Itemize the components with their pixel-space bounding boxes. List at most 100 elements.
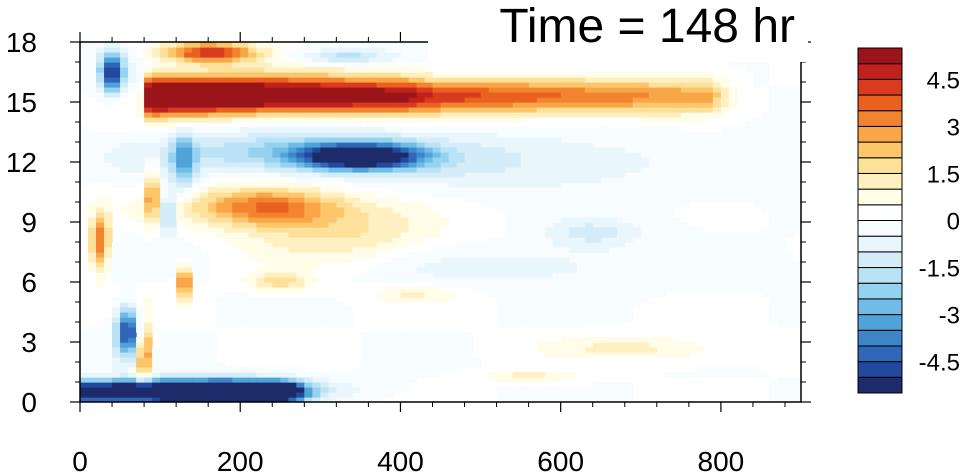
heatmap-cell [488, 152, 498, 158]
heatmap-cell [552, 387, 562, 393]
heatmap-cell [760, 187, 770, 193]
heatmap-cell [360, 82, 369, 88]
heatmap-cell [552, 232, 562, 238]
heatmap-cell [688, 267, 698, 273]
heatmap-cell [152, 262, 161, 268]
heatmap-cell [352, 172, 361, 178]
heatmap-cell [416, 97, 426, 103]
heatmap-cell [352, 157, 361, 163]
heatmap-cell [144, 382, 153, 388]
heatmap-cell [784, 282, 794, 288]
heatmap-cell [400, 267, 410, 273]
heatmap-cell [112, 257, 121, 263]
heatmap-cell [440, 82, 450, 88]
heatmap-cell [784, 117, 794, 123]
heatmap-cell [96, 342, 105, 348]
heatmap-cell [672, 117, 682, 123]
heatmap-cell [88, 177, 97, 183]
heatmap-cell [352, 232, 361, 238]
heatmap-cell [144, 387, 153, 393]
heatmap-cell [168, 352, 177, 358]
heatmap-cell [736, 252, 746, 258]
heatmap-cell [232, 367, 241, 373]
heatmap-cell [384, 212, 394, 218]
heatmap-cell [400, 152, 410, 158]
heatmap-cell [568, 387, 578, 393]
heatmap-cell [736, 197, 746, 203]
heatmap-cell [496, 242, 506, 248]
heatmap-cell [312, 82, 321, 88]
heatmap-cell [96, 352, 105, 358]
heatmap-cell [344, 97, 353, 103]
heatmap-cell [104, 392, 113, 398]
heatmap-cell [384, 347, 394, 353]
heatmap-cell [440, 187, 450, 193]
heatmap-cell [464, 72, 474, 78]
heatmap-cell [328, 372, 337, 378]
heatmap-cell [312, 117, 321, 123]
heatmap-cell [176, 87, 185, 93]
heatmap-cell [592, 267, 602, 273]
heatmap-cell [136, 92, 145, 98]
heatmap-cell [104, 397, 113, 402]
heatmap-cell [592, 297, 602, 303]
heatmap-cell [256, 197, 265, 203]
heatmap-cell [424, 262, 434, 268]
heatmap-cell [688, 257, 698, 263]
heatmap-cell [288, 72, 297, 78]
heatmap-cell [712, 252, 722, 258]
heatmap-cell [80, 172, 89, 178]
heatmap-cell [248, 107, 257, 113]
heatmap-cell [496, 72, 506, 78]
heatmap-cell [616, 282, 626, 288]
heatmap-cell [304, 202, 313, 208]
heatmap-cell [640, 347, 650, 353]
heatmap-cell [104, 367, 113, 373]
heatmap-cell [536, 257, 546, 263]
heatmap-cell [408, 167, 418, 173]
heatmap-cell [736, 287, 746, 293]
heatmap-cell [112, 387, 121, 393]
heatmap-cell [256, 287, 265, 293]
heatmap-cell [336, 312, 345, 318]
heatmap-cell [232, 217, 241, 223]
heatmap-cell [128, 232, 137, 238]
heatmap-cell [504, 387, 514, 393]
heatmap-cell [600, 302, 610, 308]
heatmap-cell [320, 387, 329, 393]
heatmap-cell [416, 52, 426, 58]
heatmap-cell [744, 257, 754, 263]
heatmap-cell [504, 397, 514, 402]
heatmap-cell [504, 82, 514, 88]
heatmap-cell [312, 247, 321, 253]
heatmap-cell [192, 147, 201, 153]
heatmap-cell [736, 272, 746, 278]
heatmap-cell [312, 57, 321, 63]
heatmap-cell [128, 137, 137, 143]
heatmap-cell [616, 192, 626, 198]
heatmap-cell [144, 297, 153, 303]
heatmap-cell [760, 277, 770, 283]
heatmap-cell [656, 192, 666, 198]
heatmap-cell [448, 107, 458, 113]
heatmap-cell [344, 382, 353, 388]
heatmap-cell [624, 167, 634, 173]
heatmap-cell [424, 297, 434, 303]
heatmap-cell [496, 97, 506, 103]
heatmap-cell [560, 152, 570, 158]
heatmap-cell [112, 182, 121, 188]
heatmap-cell [160, 122, 169, 128]
heatmap-cell [448, 127, 458, 133]
heatmap-cell [168, 347, 177, 353]
heatmap-cell [512, 147, 522, 153]
heatmap-cell [584, 342, 594, 348]
heatmap-cell [440, 277, 450, 283]
heatmap-cell [680, 267, 690, 273]
heatmap-cell [184, 152, 193, 158]
heatmap-cell [680, 247, 690, 253]
heatmap-cell [424, 142, 434, 148]
heatmap-cell [160, 222, 169, 228]
heatmap-cell [624, 387, 634, 393]
heatmap-cell [160, 202, 169, 208]
heatmap-cell [192, 252, 201, 258]
